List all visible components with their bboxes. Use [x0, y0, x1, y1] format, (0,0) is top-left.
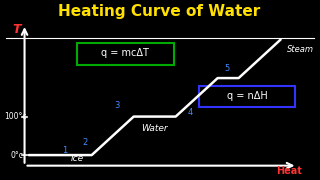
FancyBboxPatch shape — [199, 86, 295, 107]
Title: Heating Curve of Water: Heating Curve of Water — [58, 4, 260, 19]
Text: 1: 1 — [62, 146, 67, 155]
Text: T: T — [13, 23, 21, 37]
Text: 2: 2 — [83, 138, 88, 147]
Text: Ice: Ice — [70, 154, 84, 163]
Text: q = mcΔT: q = mcΔT — [101, 48, 149, 58]
Text: q = nΔH: q = nΔH — [227, 91, 268, 101]
Text: Heat: Heat — [276, 166, 302, 176]
Text: Water: Water — [141, 124, 168, 133]
Text: Steam: Steam — [287, 45, 314, 54]
Text: 100°c: 100°c — [4, 112, 27, 121]
Text: 4: 4 — [188, 108, 193, 117]
Text: 3: 3 — [114, 102, 120, 111]
FancyBboxPatch shape — [77, 43, 173, 65]
Text: 5: 5 — [224, 64, 229, 73]
Text: 0°c: 0°c — [11, 151, 23, 160]
